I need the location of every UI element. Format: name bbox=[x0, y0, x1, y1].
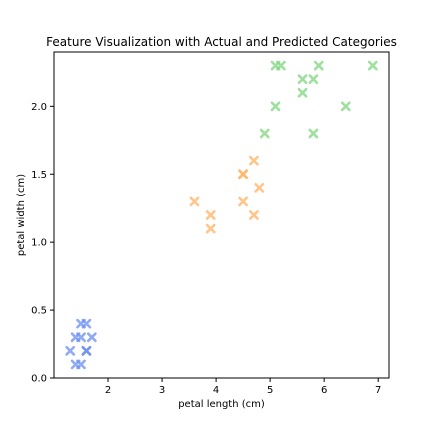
data-point bbox=[238, 169, 249, 180]
x-tick-label: 2 bbox=[105, 385, 111, 396]
data-point bbox=[367, 60, 378, 71]
y-tick-label: 2.0 bbox=[31, 102, 47, 113]
data-point bbox=[270, 101, 281, 112]
data-point bbox=[308, 74, 319, 85]
data-point bbox=[308, 128, 319, 139]
data-point bbox=[205, 210, 216, 220]
data-point bbox=[259, 128, 270, 139]
y-tick-label: 0.5 bbox=[31, 306, 47, 317]
data-point bbox=[313, 60, 324, 71]
data-point bbox=[65, 345, 76, 356]
y-tick-label: 1.0 bbox=[31, 238, 47, 249]
x-tick-label: 7 bbox=[375, 385, 381, 396]
x-tick-label: 6 bbox=[321, 385, 327, 396]
x-tick-label: 3 bbox=[159, 385, 165, 396]
data-point bbox=[276, 60, 286, 71]
data-point bbox=[297, 74, 308, 85]
data-points bbox=[65, 60, 378, 370]
data-point bbox=[205, 223, 216, 234]
x-tick-label: 5 bbox=[267, 385, 273, 396]
data-point bbox=[86, 332, 97, 343]
x-tick-label: 4 bbox=[213, 385, 219, 396]
plot-frame bbox=[53, 51, 390, 379]
x-axis-label: petal length (cm) bbox=[178, 399, 265, 410]
data-point bbox=[81, 345, 92, 356]
data-point bbox=[249, 155, 259, 166]
axis-ticks: 2 3 4 5 6 7 0.0 0.5 1.0 1.5 2.0 bbox=[31, 102, 381, 396]
data-point bbox=[254, 182, 265, 193]
y-axis-label: petal width (cm) bbox=[16, 174, 27, 256]
data-point bbox=[238, 196, 249, 207]
data-point bbox=[297, 87, 308, 98]
y-tick-label: 0.0 bbox=[31, 374, 47, 385]
data-point bbox=[81, 318, 92, 329]
data-point bbox=[249, 210, 259, 220]
data-point bbox=[76, 359, 86, 370]
data-point bbox=[340, 101, 351, 112]
data-point bbox=[76, 332, 86, 343]
data-point bbox=[189, 196, 200, 207]
chart-title: Feature Visualization with Actual and Pr… bbox=[46, 35, 397, 49]
y-tick-label: 1.5 bbox=[31, 170, 47, 181]
